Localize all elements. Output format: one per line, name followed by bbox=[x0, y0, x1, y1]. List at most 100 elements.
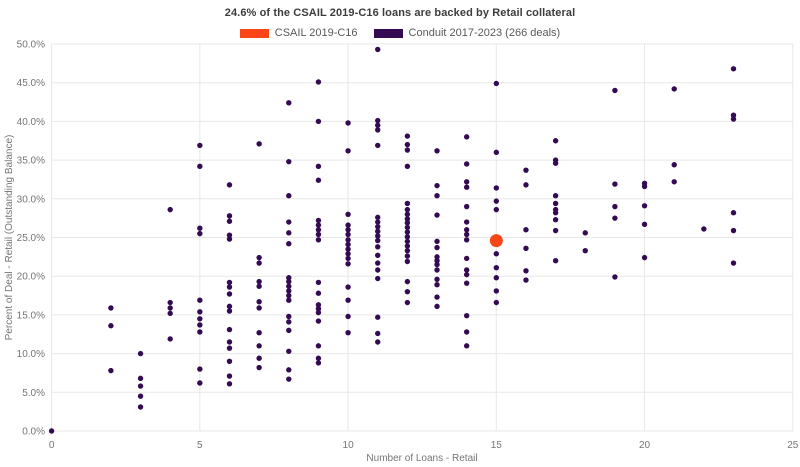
conduit-point bbox=[197, 316, 203, 322]
conduit-point bbox=[315, 79, 322, 85]
y-tick-label: 0.0% bbox=[22, 427, 45, 438]
conduit-point bbox=[137, 383, 144, 389]
conduit-point bbox=[345, 211, 351, 217]
conduit-point bbox=[315, 355, 322, 361]
conduit-point bbox=[375, 267, 381, 273]
conduit-point bbox=[345, 251, 351, 257]
conduit-point bbox=[463, 134, 470, 140]
conduit-point bbox=[286, 376, 292, 382]
conduit-point bbox=[167, 336, 173, 342]
conduit-point bbox=[463, 267, 470, 273]
conduit-point bbox=[493, 80, 500, 87]
y-axis-title: Percent of Deal - Retail (Outstanding Ba… bbox=[4, 135, 15, 341]
conduit-point bbox=[256, 278, 262, 285]
conduit-point bbox=[404, 147, 411, 153]
conduit-point bbox=[315, 177, 322, 183]
conduit-point bbox=[286, 292, 292, 299]
conduit-point bbox=[404, 211, 411, 217]
conduit-point bbox=[315, 306, 322, 312]
legend-item-conduit[interactable]: Conduit 2017-2023 (266 deals) bbox=[373, 27, 561, 39]
conduit-point bbox=[404, 133, 411, 139]
conduit-point bbox=[730, 112, 737, 118]
conduit-point bbox=[612, 215, 618, 221]
conduit-point bbox=[108, 323, 114, 329]
conduit-point bbox=[493, 185, 500, 191]
conduit-point bbox=[552, 216, 559, 223]
conduit-point bbox=[256, 283, 262, 289]
conduit-point bbox=[226, 182, 233, 188]
conduit-point bbox=[375, 233, 381, 239]
x-tick-label: 5 bbox=[197, 440, 203, 451]
conduit-point bbox=[671, 162, 677, 168]
conduit-point bbox=[226, 373, 233, 379]
y-tick-label: 50.0% bbox=[17, 40, 45, 51]
conduit-point bbox=[434, 254, 440, 260]
csail-point bbox=[489, 234, 503, 248]
conduit-point bbox=[375, 228, 381, 235]
conduit-point bbox=[286, 297, 292, 303]
conduit-point bbox=[256, 305, 262, 311]
conduit-point bbox=[315, 222, 322, 228]
conduit-point bbox=[315, 227, 322, 233]
conduit-point bbox=[493, 149, 500, 156]
conduit-point bbox=[463, 184, 470, 190]
conduit-point bbox=[404, 247, 411, 254]
y-tick-label: 15.0% bbox=[17, 310, 45, 321]
conduit-point bbox=[315, 217, 322, 224]
conduit-point bbox=[256, 355, 262, 361]
conduit-point bbox=[286, 348, 292, 354]
conduit-point bbox=[434, 294, 440, 300]
conduit-point bbox=[404, 288, 411, 295]
conduit-point bbox=[226, 303, 233, 310]
conduit-point bbox=[434, 261, 440, 268]
conduit-point bbox=[612, 181, 618, 187]
conduit-point bbox=[375, 46, 381, 53]
conduit-point bbox=[197, 142, 203, 149]
conduit-point bbox=[315, 309, 322, 316]
conduit-point bbox=[345, 148, 351, 154]
y-tick-label: 20.0% bbox=[17, 272, 45, 283]
conduit-point bbox=[375, 275, 381, 282]
conduit-point bbox=[256, 364, 262, 371]
conduit-point bbox=[286, 275, 292, 281]
conduit-point bbox=[226, 381, 233, 387]
conduit-point bbox=[552, 210, 559, 216]
conduit-point bbox=[197, 230, 203, 237]
conduit-point bbox=[137, 404, 144, 410]
conduit-point bbox=[404, 238, 411, 245]
conduit-point bbox=[315, 163, 322, 169]
conduit-point bbox=[404, 243, 411, 249]
conduit-point bbox=[286, 158, 292, 165]
conduit-point bbox=[434, 238, 440, 245]
conduit-point bbox=[226, 358, 233, 365]
legend-item-csail[interactable]: CSAIL 2019-C16 bbox=[239, 27, 358, 39]
conduit-point bbox=[167, 299, 173, 306]
points-layer bbox=[48, 46, 737, 434]
conduit-point bbox=[552, 138, 559, 144]
conduit-point bbox=[315, 231, 322, 238]
conduit-point bbox=[404, 229, 411, 235]
conduit-point bbox=[463, 343, 470, 349]
conduit-point bbox=[315, 302, 322, 308]
conduit-point bbox=[730, 116, 737, 122]
conduit-point bbox=[286, 240, 292, 247]
conduit-point bbox=[523, 245, 529, 252]
conduit-point bbox=[137, 393, 144, 399]
conduit-point bbox=[612, 203, 618, 210]
conduit-point bbox=[345, 237, 351, 243]
conduit-point bbox=[463, 280, 470, 286]
conduit-point bbox=[434, 258, 440, 264]
conduit-point bbox=[463, 219, 470, 225]
legend-label-conduit: Conduit 2017-2023 (266 deals) bbox=[408, 27, 561, 39]
conduit-point bbox=[375, 117, 381, 124]
conduit-point bbox=[375, 219, 381, 225]
conduit-point bbox=[463, 231, 470, 238]
conduit-point bbox=[375, 244, 381, 250]
conduit-point bbox=[345, 227, 351, 233]
conduit-point bbox=[463, 312, 470, 319]
conduit-point bbox=[256, 141, 262, 147]
conduit-point bbox=[493, 288, 500, 294]
conduit-point bbox=[256, 254, 262, 261]
conduit-point bbox=[256, 330, 262, 336]
conduit-point bbox=[375, 252, 381, 259]
